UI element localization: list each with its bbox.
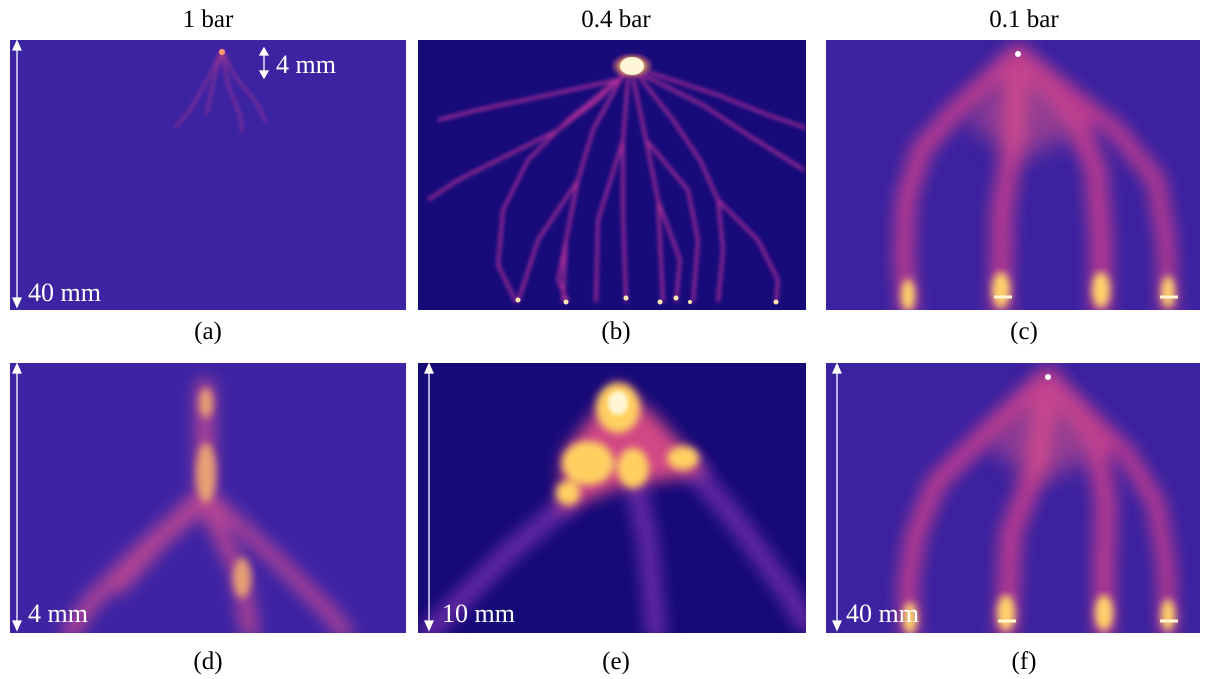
column-title-0-4bar: 0.4 bar	[581, 6, 651, 33]
scalebar-f-label: 40 mm	[846, 599, 919, 628]
scalebar-e-label: 10 mm	[442, 599, 515, 628]
panel-a-image: 4 mm 40 mm	[10, 40, 406, 310]
column-title-1bar: 1 bar	[182, 6, 234, 33]
caption-c: (c)	[1010, 318, 1038, 345]
panel-b-image	[418, 40, 806, 310]
caption-f: (f)	[1011, 648, 1037, 675]
panel-c-image	[826, 40, 1200, 310]
caption-b: (b)	[601, 318, 631, 345]
column-title-0-1bar: 0.1 bar	[989, 6, 1059, 33]
panel-d-image: 4 mm	[10, 363, 406, 633]
scalebar-d-label: 4 mm	[28, 599, 88, 628]
panel-e-image: 10 mm	[418, 363, 806, 633]
caption-d: (d)	[193, 648, 223, 675]
scalebar-a-inset-label: 4 mm	[276, 50, 336, 79]
caption-a: (a)	[194, 318, 222, 345]
caption-e: (e)	[602, 648, 630, 675]
panel-f-image: 40 mm	[826, 363, 1200, 633]
scalebar-a-label: 40 mm	[28, 278, 101, 307]
